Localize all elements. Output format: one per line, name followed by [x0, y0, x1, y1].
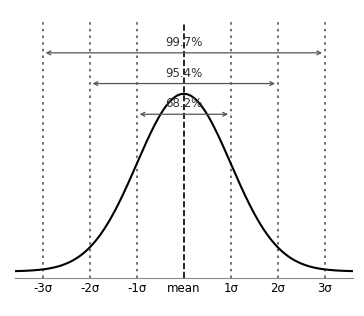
Text: 99.7%: 99.7%	[165, 36, 202, 49]
Text: 68.2%: 68.2%	[165, 97, 202, 110]
Text: 95.4%: 95.4%	[165, 67, 202, 80]
